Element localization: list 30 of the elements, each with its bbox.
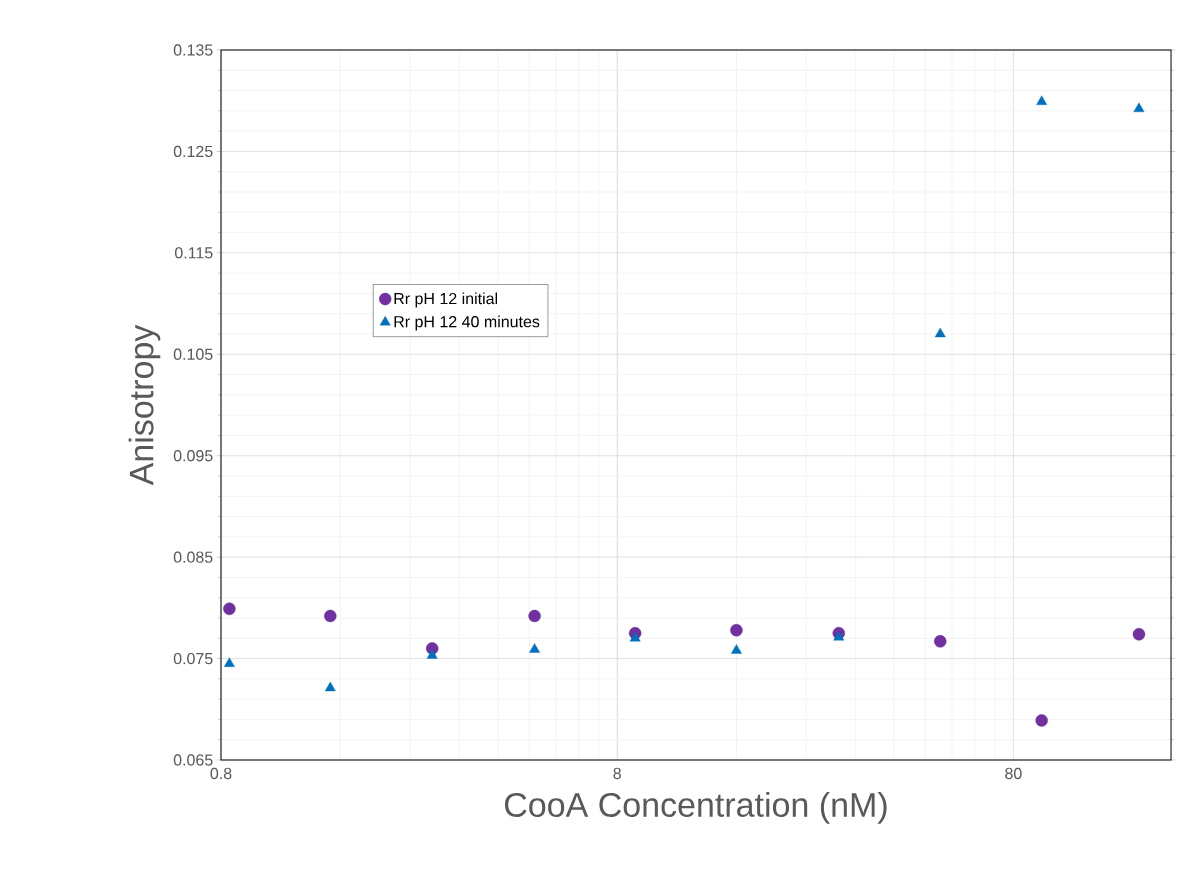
y-tick-label: 0.095 bbox=[173, 450, 213, 462]
x-tick-label: 8 bbox=[613, 767, 621, 780]
y-tick-label: 0.105 bbox=[173, 348, 213, 360]
point bbox=[223, 657, 235, 667]
y-tick-label: 0.075 bbox=[173, 652, 213, 665]
point bbox=[730, 623, 743, 637]
x-tick-label: 0.8 bbox=[210, 767, 232, 780]
point bbox=[833, 631, 845, 641]
y-tick-label: 0.115 bbox=[174, 247, 213, 259]
point bbox=[731, 644, 742, 654]
point bbox=[1036, 95, 1048, 105]
point bbox=[426, 649, 438, 659]
x-tick-label: 80 bbox=[1005, 767, 1022, 780]
point bbox=[223, 602, 236, 616]
legend-label: Rr pH 12 initial bbox=[394, 292, 498, 308]
point bbox=[324, 609, 337, 623]
point bbox=[629, 632, 641, 642]
y-axis-title: Anisotropy bbox=[128, 324, 161, 486]
point bbox=[934, 635, 947, 648]
point bbox=[934, 327, 946, 338]
x-axis-title: CooA Concentration (nM) bbox=[504, 791, 887, 824]
y-tick-label: 0.085 bbox=[173, 551, 213, 563]
point bbox=[1035, 714, 1048, 727]
point bbox=[529, 643, 540, 653]
y-tick-label: 0.135 bbox=[173, 44, 213, 56]
y-tick-label: 0.125 bbox=[173, 145, 213, 158]
legend-label: Rr pH 12 40 minutes bbox=[394, 315, 540, 331]
y-tick-label: 0.065 bbox=[173, 754, 213, 766]
point bbox=[324, 681, 336, 692]
point bbox=[528, 609, 541, 623]
